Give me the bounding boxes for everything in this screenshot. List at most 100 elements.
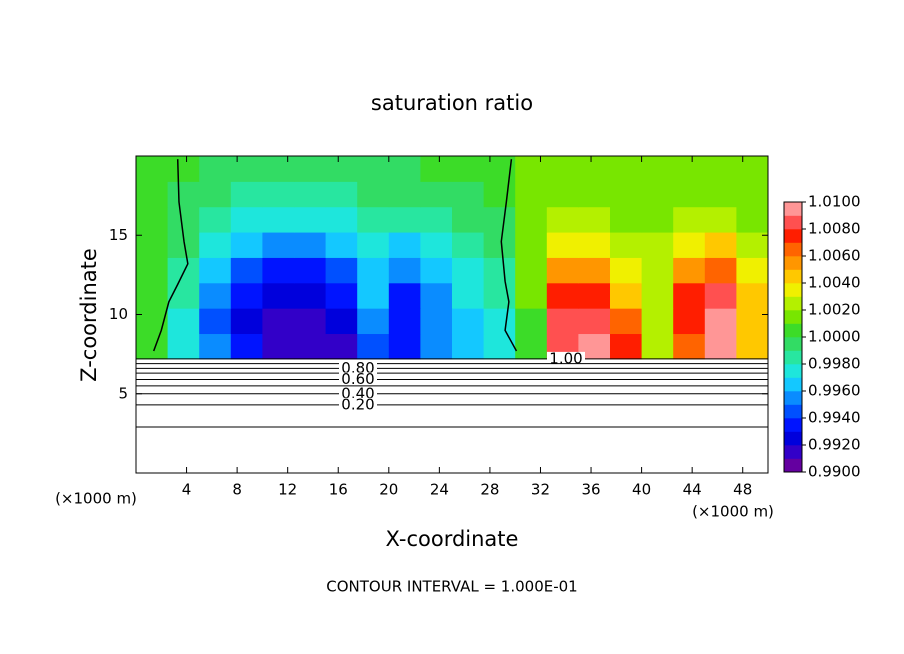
- colorbar-swatch: [784, 269, 802, 284]
- field-cell: [294, 181, 327, 208]
- field-cell: [388, 257, 421, 284]
- field-cell: [388, 156, 421, 182]
- field-cell: [673, 181, 706, 208]
- field-cell: [199, 232, 232, 258]
- x-tick-label: 24: [430, 481, 449, 499]
- colorbar-swatch: [784, 229, 802, 243]
- field-cell: [515, 333, 548, 360]
- field-cell: [357, 333, 390, 360]
- colorbar-tick-label: 1.0040: [808, 274, 861, 292]
- field-cell: [230, 333, 263, 360]
- field-cell: [388, 308, 421, 335]
- field-cell: [546, 232, 579, 258]
- y-tick-label: 15: [109, 226, 128, 244]
- contour-label: 1.00: [549, 349, 582, 367]
- field-cell: [136, 333, 169, 360]
- colorbar-tick-label: 0.9960: [808, 382, 861, 400]
- field-cell: [673, 257, 706, 284]
- field-cell: [388, 282, 421, 309]
- field-cell: [325, 156, 358, 182]
- x-tick-label: 28: [480, 481, 499, 499]
- boundary-line: [152, 159, 189, 352]
- field-cell: [578, 308, 611, 335]
- x-tick-label: 16: [329, 481, 348, 499]
- contour-label-bg: [339, 372, 377, 387]
- colorbar-swatch: [784, 350, 802, 365]
- colorbar-swatch: [784, 215, 802, 230]
- y-tick-label: 10: [109, 305, 128, 323]
- field-cell: [136, 206, 169, 233]
- field-cell: [483, 333, 516, 360]
- field-cell: [420, 257, 453, 284]
- field-cell: [420, 181, 453, 208]
- field-cell: [641, 156, 674, 182]
- field-cell: [420, 282, 453, 309]
- field-cell: [515, 206, 548, 233]
- x-tick-label: 4: [182, 481, 192, 499]
- colorbar-swatch: [784, 445, 802, 459]
- field-cell: [262, 308, 295, 335]
- field-cell: [515, 308, 548, 335]
- field-cell: [199, 181, 232, 208]
- field-cell: [230, 232, 263, 258]
- field-cell: [483, 206, 516, 233]
- chart-title: saturation ratio: [371, 91, 533, 115]
- colorbar-tick-label: 1.0020: [808, 301, 861, 319]
- field-cell: [704, 333, 737, 360]
- field-cell: [136, 232, 169, 258]
- field-cell: [167, 181, 200, 208]
- field-cell: [167, 282, 200, 309]
- colorbar-swatch: [784, 296, 802, 311]
- field-cell: [452, 282, 485, 309]
- contour-label-bg: [547, 351, 585, 366]
- field-cell: [230, 308, 263, 335]
- colorbar-swatch: [784, 310, 802, 324]
- contour-label-bg: [339, 361, 377, 376]
- x-tick-label: 8: [232, 481, 242, 499]
- field-cell: [736, 232, 768, 258]
- field-cell: [420, 206, 453, 233]
- field-cell: [578, 257, 611, 284]
- field-cell: [673, 308, 706, 335]
- field-cell: [546, 206, 579, 233]
- x-axis-label: X-coordinate: [386, 527, 519, 551]
- field-cell: [452, 156, 485, 182]
- field-cell: [136, 308, 169, 335]
- field-cell: [294, 333, 327, 360]
- field-cell: [610, 282, 643, 309]
- field-cell: [578, 232, 611, 258]
- field-cell: [546, 282, 579, 309]
- axis-unit: (×1000 m): [55, 490, 137, 508]
- field-cell: [262, 257, 295, 284]
- field-cell: [578, 282, 611, 309]
- field-cell: [230, 156, 263, 182]
- field-cell: [199, 156, 232, 182]
- plot-area: 1.00 0.800.600.400.20: [136, 156, 768, 428]
- field-cell: [294, 257, 327, 284]
- field: [136, 156, 768, 360]
- field-cell: [483, 257, 516, 284]
- field-cell: [704, 308, 737, 335]
- field-cell: [325, 282, 358, 309]
- colorbar-tick-label: 0.9920: [808, 436, 861, 454]
- footnote: CONTOUR INTERVAL = 1.000E-01: [326, 578, 577, 596]
- field-cell: [641, 308, 674, 335]
- field-cell: [546, 156, 579, 182]
- field-cell: [420, 333, 453, 360]
- field-cell: [388, 206, 421, 233]
- field-cell: [673, 206, 706, 233]
- field-cell: [325, 333, 358, 360]
- axis-unit: (×1000 m): [692, 503, 774, 521]
- field-cell: [546, 181, 579, 208]
- field-cell: [420, 156, 453, 182]
- field-cell: [388, 181, 421, 208]
- field-cell: [736, 156, 768, 182]
- field-cell: [736, 257, 768, 284]
- contour-label-bg: [339, 397, 377, 412]
- field-cell: [515, 257, 548, 284]
- field-cell: [704, 206, 737, 233]
- field-cell: [357, 282, 390, 309]
- field-cell: [578, 156, 611, 182]
- field-cell: [515, 156, 548, 182]
- field-cell: [136, 257, 169, 284]
